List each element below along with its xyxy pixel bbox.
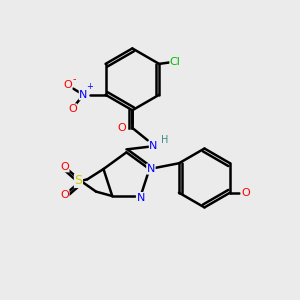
Text: O: O bbox=[60, 162, 69, 172]
Text: N: N bbox=[136, 193, 145, 202]
Text: O: O bbox=[241, 188, 250, 198]
Text: +: + bbox=[86, 82, 93, 91]
Text: N: N bbox=[149, 141, 158, 151]
Text: O: O bbox=[60, 190, 69, 200]
Text: -: - bbox=[73, 74, 76, 84]
Text: Cl: Cl bbox=[170, 57, 181, 68]
Text: O: O bbox=[68, 104, 77, 114]
Text: N: N bbox=[79, 90, 88, 100]
Text: O: O bbox=[63, 80, 72, 90]
Text: H: H bbox=[161, 135, 168, 145]
Text: S: S bbox=[74, 174, 83, 188]
Text: N: N bbox=[147, 164, 155, 174]
Text: O: O bbox=[118, 123, 126, 133]
